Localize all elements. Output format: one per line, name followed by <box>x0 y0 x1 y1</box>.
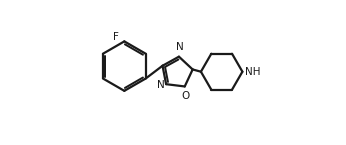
Text: N: N <box>157 80 165 90</box>
Text: N: N <box>176 42 184 52</box>
Text: NH: NH <box>245 67 261 77</box>
Text: F: F <box>113 32 119 42</box>
Text: O: O <box>181 91 190 101</box>
